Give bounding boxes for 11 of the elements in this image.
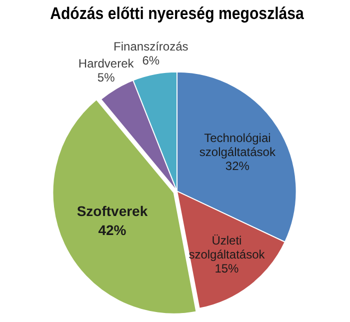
data-label: 5% — [97, 70, 116, 85]
slice-label: Technológiai szolgáltatások — [199, 131, 276, 160]
data-label: 32% — [225, 159, 250, 174]
slice-label: Üzleti szolgáltatások — [188, 234, 266, 262]
slice-label: Hardverek — [78, 56, 135, 71]
chart-title: Adózás előtti nyereség megoszlása — [50, 4, 305, 24]
data-label: 15% — [214, 262, 240, 276]
slice-label: Finanszírozás — [114, 40, 188, 54]
slice-label: Szoftverek — [76, 203, 148, 220]
data-label: 42% — [98, 222, 127, 238]
data-label: 6% — [142, 54, 160, 68]
